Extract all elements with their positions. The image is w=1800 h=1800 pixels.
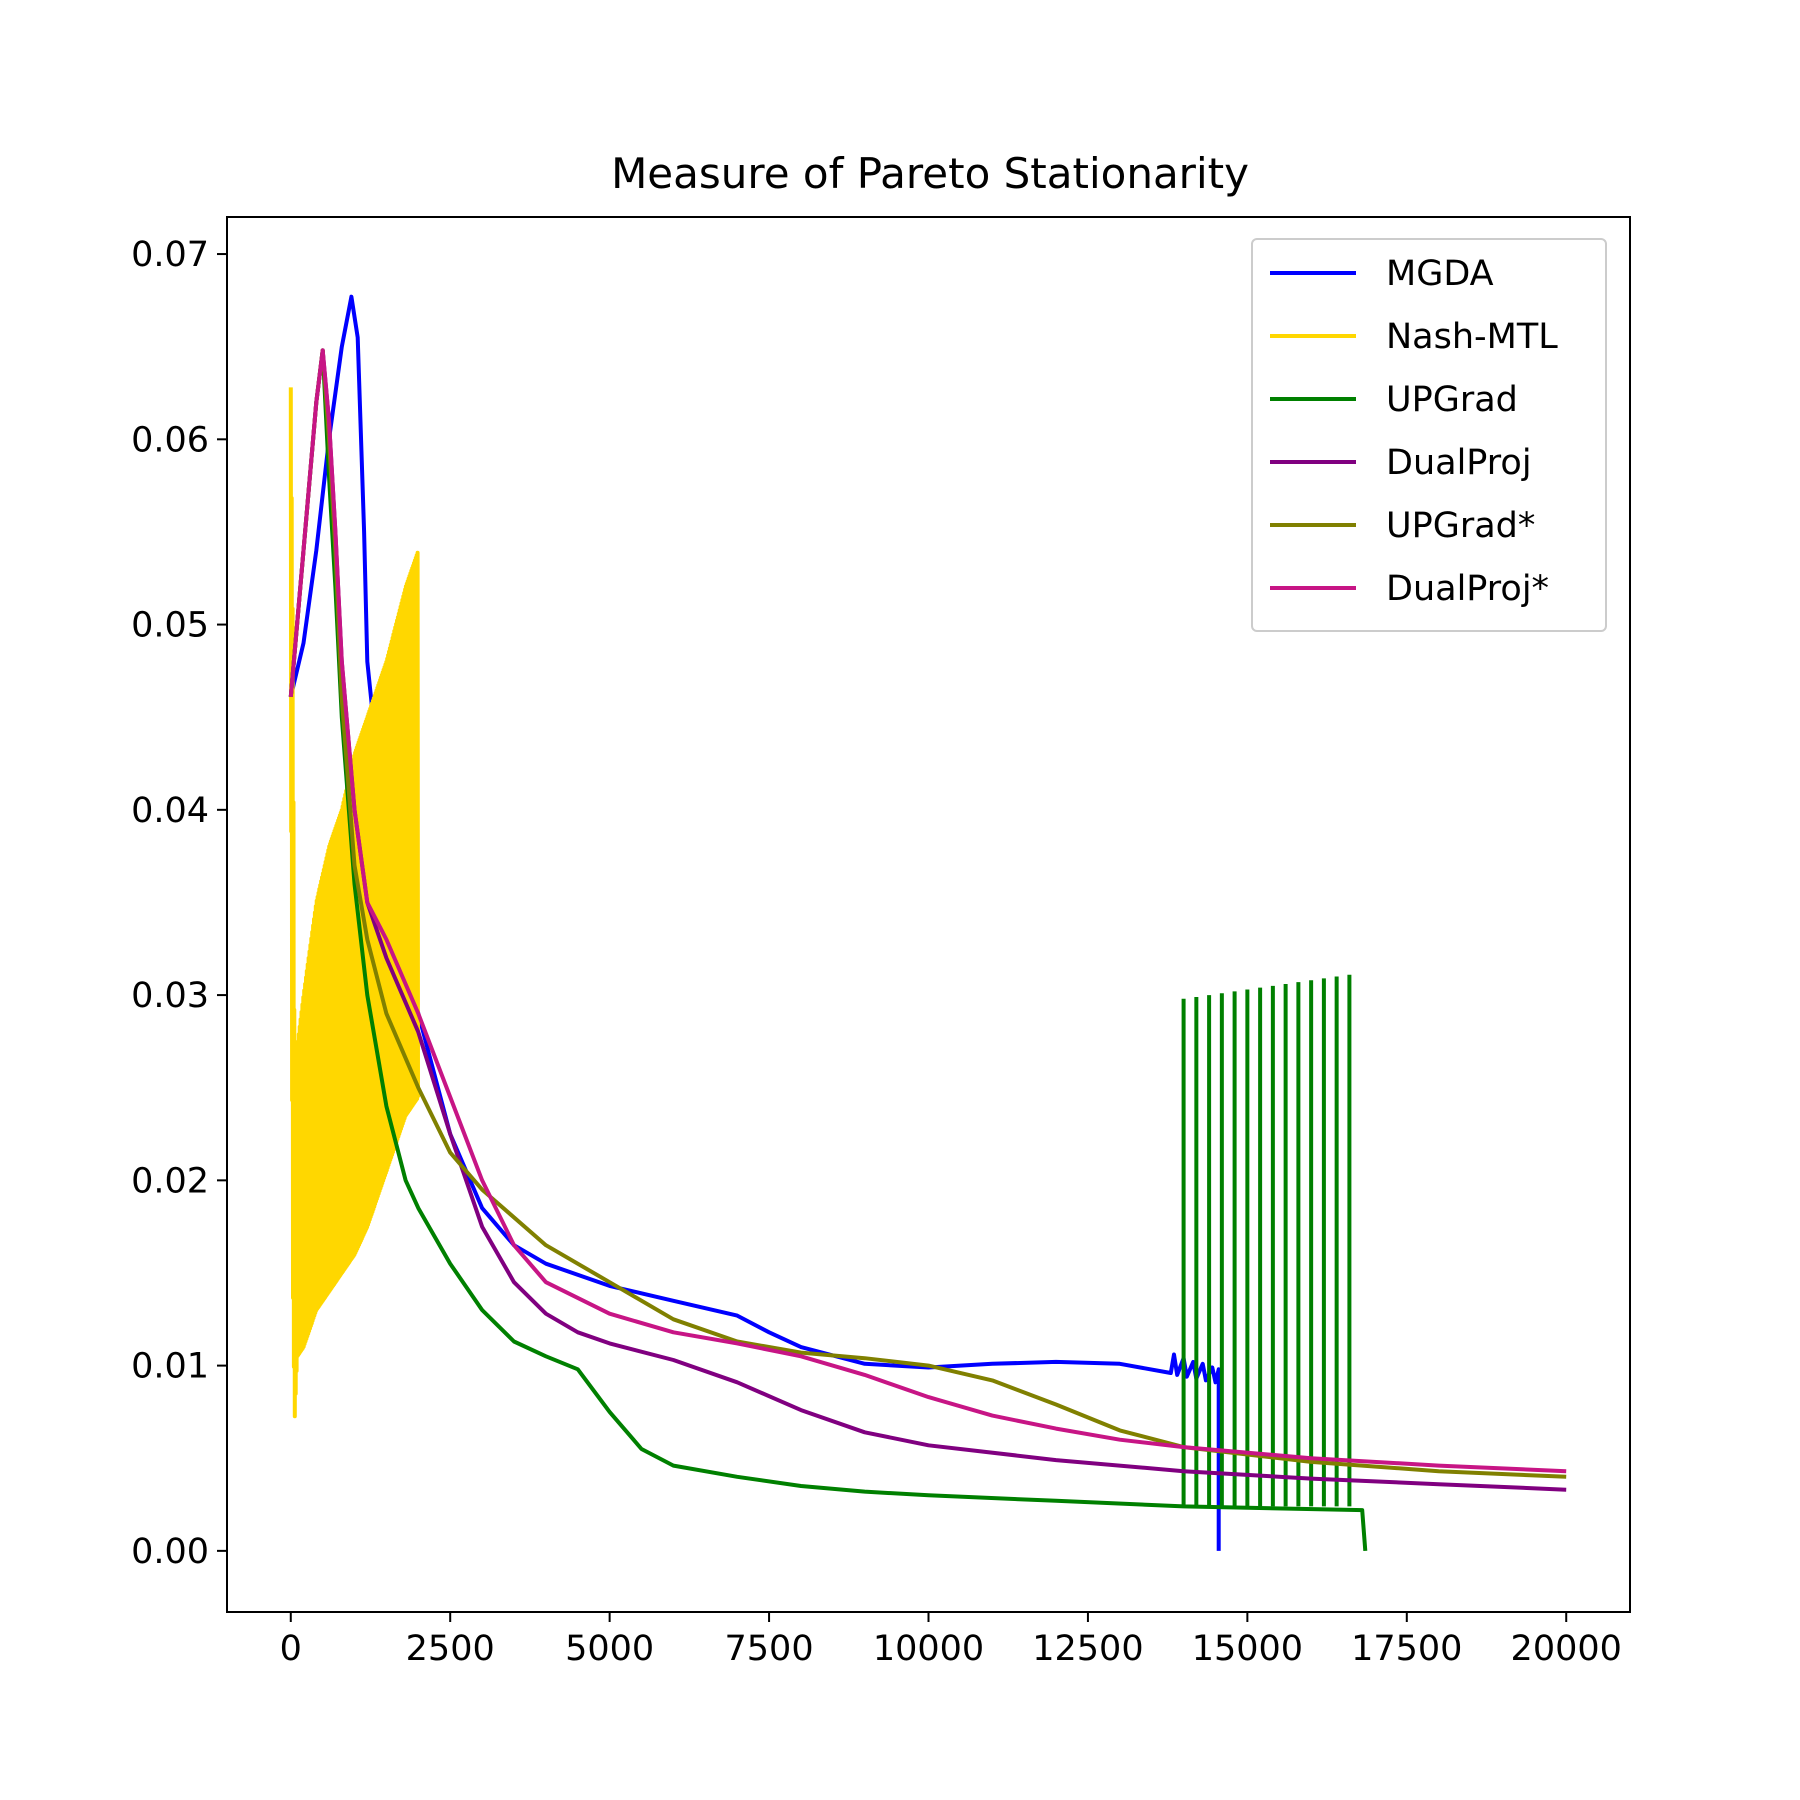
y-tick-label: 0.06 xyxy=(131,420,209,460)
legend-label: Nash-MTL xyxy=(1386,317,1558,357)
y-tick-label: 0.01 xyxy=(131,1347,209,1387)
y-tick-label: 0.05 xyxy=(131,606,209,646)
series-upgrad xyxy=(288,348,1368,1552)
y-tick-label: 0.03 xyxy=(131,976,209,1016)
x-tick-label: 10000 xyxy=(873,1629,984,1669)
legend-label: UPGrad xyxy=(1386,380,1518,420)
legend-item-nash-mtl: Nash-MTL xyxy=(1270,317,1558,357)
legend-label: DualProj xyxy=(1386,443,1532,483)
y-tick-label: 0.04 xyxy=(131,791,209,831)
x-tick-label: 2500 xyxy=(406,1629,495,1669)
chart-title: Measure of Pareto Stationarity xyxy=(611,149,1249,198)
x-tick-label: 17500 xyxy=(1351,1629,1462,1669)
series-nash-mtl xyxy=(288,387,420,1419)
x-tick-label: 20000 xyxy=(1511,1629,1622,1669)
legend-label: UPGrad* xyxy=(1386,506,1535,546)
x-tick-label: 7500 xyxy=(725,1629,814,1669)
legend-label: DualProj* xyxy=(1386,569,1549,609)
y-tick-label: 0.00 xyxy=(131,1532,209,1572)
series-line-upgrad xyxy=(288,348,1368,1552)
y-tick-label: 0.07 xyxy=(131,235,209,275)
axes-layer: 0 2500 5000 7500 10000 12500 15000 17500 20000 0.… xyxy=(131,216,1631,1669)
y-tick-label: 0.02 xyxy=(131,1161,209,1201)
legend-item-mgda: MGDA xyxy=(1270,254,1494,294)
x-tick-label: 15000 xyxy=(1192,1629,1303,1669)
series-layer xyxy=(288,294,1567,1552)
legend-label: MGDA xyxy=(1386,254,1494,294)
series-line-nash-mtl xyxy=(288,387,420,1419)
series-line-dualproj xyxy=(288,348,1567,1474)
x-tick-label: 5000 xyxy=(565,1629,654,1669)
x-tick-label: 12500 xyxy=(1032,1629,1143,1669)
legend-item-dualproj: DualProj* xyxy=(1270,569,1549,609)
x-tick-label: 0 xyxy=(280,1629,302,1669)
series-dualproj xyxy=(288,348,1567,1474)
legend: MGDA Nash-MTL UPGrad DualProj UPGrad* DualPro… xyxy=(1251,238,1607,632)
legend-item-upgrad: UPGrad* xyxy=(1270,506,1535,546)
legend-item-upgrad: UPGrad xyxy=(1270,380,1518,420)
legend-item-dualproj: DualProj xyxy=(1270,443,1532,483)
